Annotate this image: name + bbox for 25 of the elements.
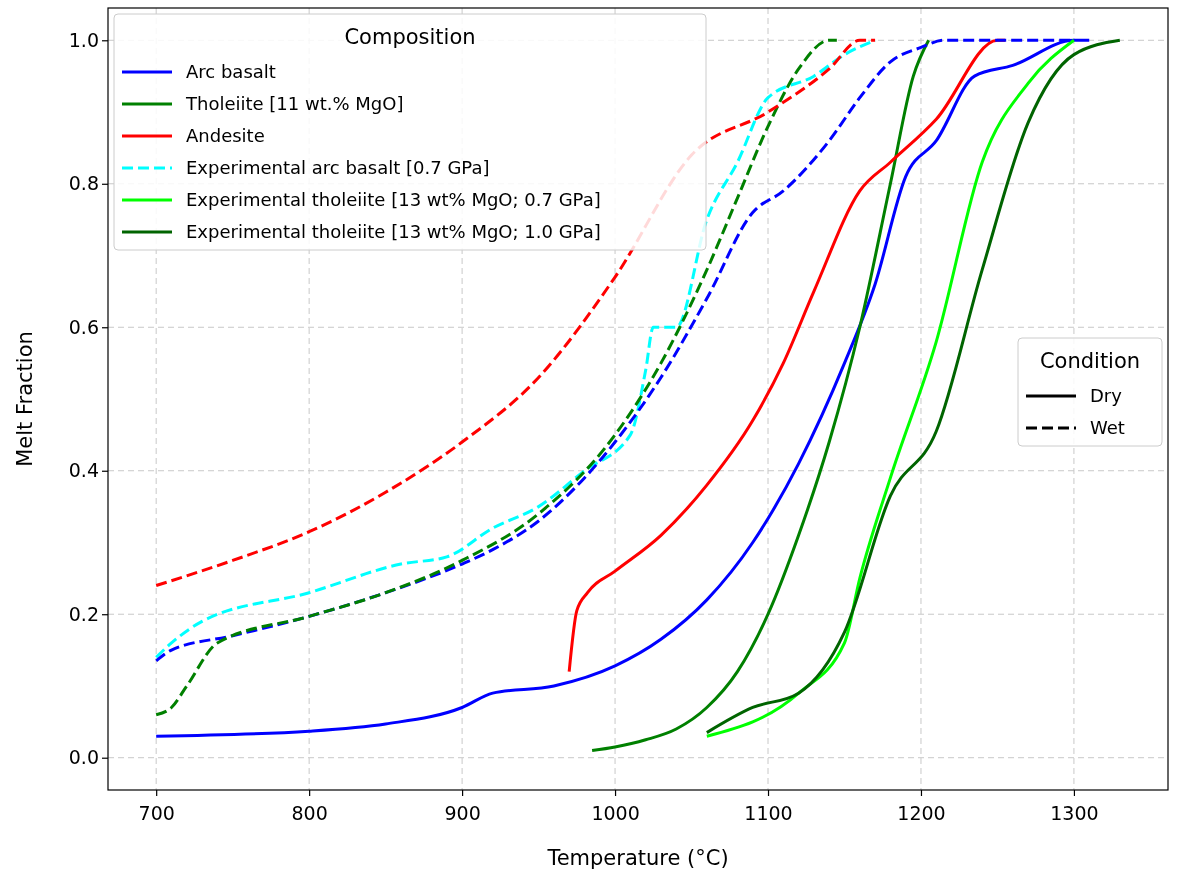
legend-label: Andesite <box>186 125 265 146</box>
x-tick-label: 700 <box>138 801 175 824</box>
x-tick-label: 1100 <box>744 801 793 824</box>
y-tick-label: 0.0 <box>68 746 99 769</box>
y-tick-label: 0.4 <box>68 459 99 482</box>
x-tick-label: 800 <box>291 801 328 824</box>
x-tick-label: 1200 <box>897 801 946 824</box>
x-tick-label: 1000 <box>591 801 640 824</box>
legend-label: Experimental tholeiite [13 wt% MgO; 1.0 GPa] <box>186 221 601 242</box>
legend-label: Experimental arc basalt [0.7 GPa] <box>186 157 490 178</box>
y-tick-label: 0.6 <box>68 315 99 338</box>
y-axis-title: Melt Fraction <box>13 331 37 467</box>
legend-title: Composition <box>344 25 476 49</box>
x-tick-label: 900 <box>444 801 481 824</box>
legend-label: Experimental tholeiite [13 wt% MgO; 0.7 GPa] <box>186 189 601 210</box>
annotation: Condition <box>1039 349 1141 373</box>
x-tick-label: 1300 <box>1050 801 1099 824</box>
annotation: Wet <box>1090 417 1125 438</box>
x-axis-title: Temperature (°C) <box>546 846 729 870</box>
y-tick-label: 1.0 <box>68 28 99 51</box>
legend-label: Tholeiite [11 wt.% MgO] <box>185 93 404 114</box>
annotation: Dry <box>1090 385 1123 406</box>
legend-label: Arc basalt <box>186 61 276 82</box>
y-tick-label: 0.8 <box>68 172 99 195</box>
y-tick-label: 0.2 <box>68 602 99 625</box>
